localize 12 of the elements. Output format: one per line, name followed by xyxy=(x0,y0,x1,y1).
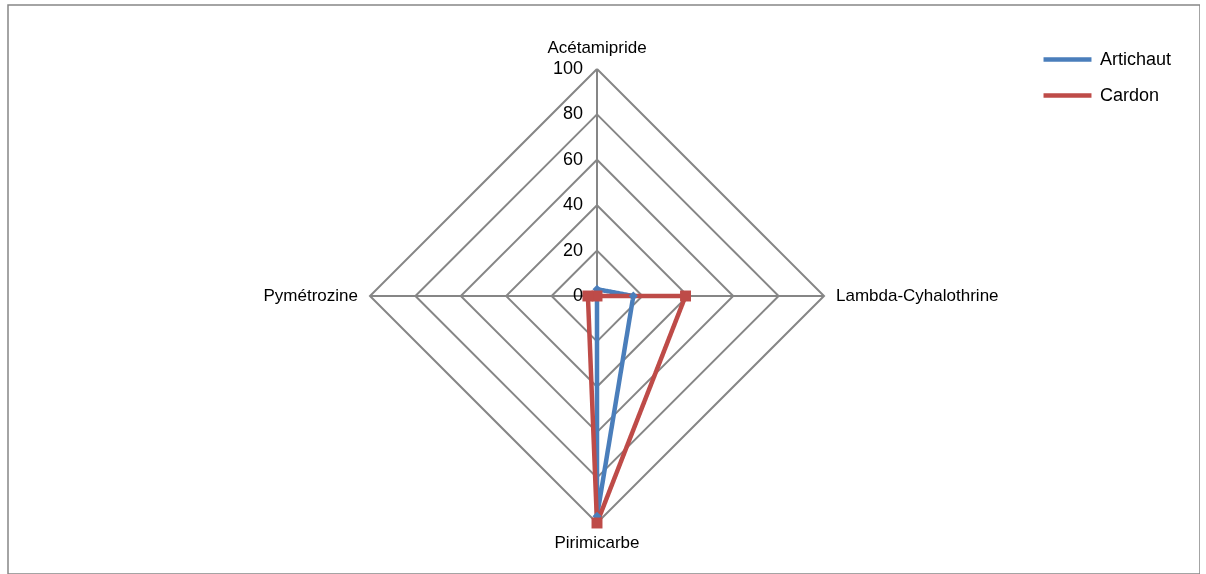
spoke-label: Pirimicarbe xyxy=(554,533,640,552)
y-tick-label: 80 xyxy=(562,103,583,124)
y-tick-label: 20 xyxy=(562,239,583,260)
y-tick-label: 60 xyxy=(562,148,583,169)
spoke-label: Acétamipride xyxy=(547,38,647,57)
legend-label: Artichaut xyxy=(1100,48,1172,69)
y-tick-label: 40 xyxy=(562,194,583,215)
y-tick-label: 100 xyxy=(552,58,583,78)
legend-label: Cardon xyxy=(1100,84,1160,105)
spoke-label: Pymétrozine xyxy=(263,286,358,305)
spoke-label: Lambda-Cyhalothrine xyxy=(836,286,999,305)
y-tick-label: 0 xyxy=(572,285,583,305)
